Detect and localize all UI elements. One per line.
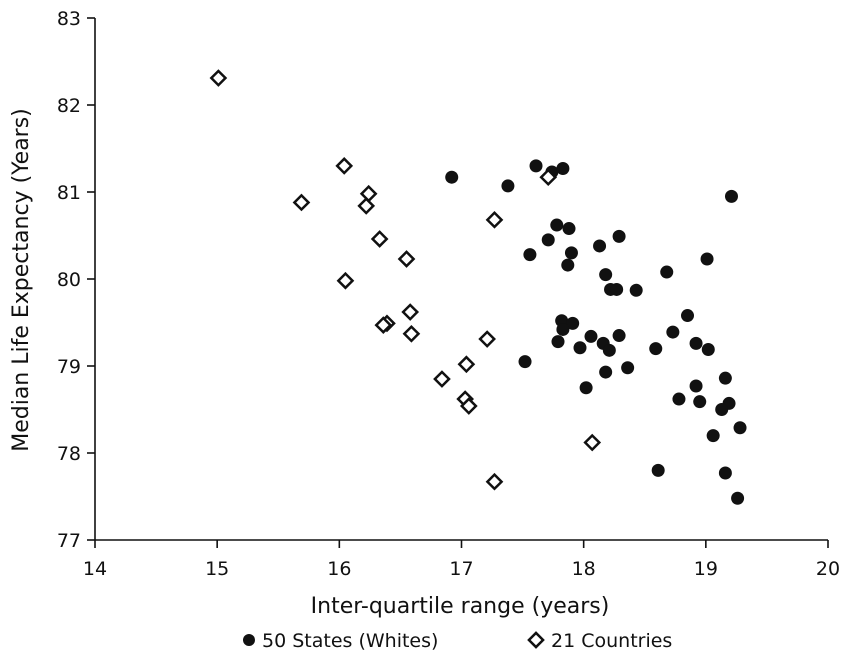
state-point [689,336,703,350]
y-tick-label: 79 [57,356,81,378]
state-point [584,329,598,343]
state-point [551,335,565,349]
x-axis-title: Inter-quartile range (years) [311,594,610,619]
state-point [599,268,613,282]
x-tick-label: 14 [83,558,107,580]
state-point [593,239,607,253]
y-tick-label: 77 [57,530,81,552]
x-tick-label: 15 [205,558,229,580]
y-axis-title: Median Life Expectancy (Years) [9,108,34,452]
state-point [561,258,575,272]
state-point [731,491,745,505]
state-point [681,309,695,323]
state-point [706,429,720,443]
state-point [556,162,570,176]
state-point [529,159,543,173]
state-point [672,392,686,406]
x-tick-label: 17 [449,558,473,580]
country-point [459,397,478,415]
state-point [612,229,626,243]
state-point [689,379,703,393]
state-point [733,421,747,435]
state-point [599,365,613,379]
state-point [501,179,515,193]
state-point [612,329,626,343]
country-point [478,330,496,348]
country-point [539,168,558,187]
state-point [556,322,570,336]
country-point [401,303,420,321]
country-point [357,197,376,215]
state-point [610,282,624,296]
state-point [518,355,532,369]
x-tick-label: 20 [816,558,840,580]
x-tick-label: 19 [694,558,718,580]
state-point [445,170,459,184]
state-point [562,222,576,236]
state-point [579,381,593,395]
x-ticks: 14 15 16 17 18 19 20 [83,540,840,580]
legend: 50 States (Whites) 21 Countries [243,630,672,652]
country-point [457,355,476,374]
state-point [541,233,555,247]
legend-marker-states [243,634,255,646]
state-point [573,341,587,355]
country-point [370,230,389,248]
state-point [718,371,732,385]
country-point [485,472,504,491]
state-point [700,252,714,266]
country-point [485,211,504,229]
state-point [564,246,578,260]
legend-label-countries: 21 Countries [551,630,672,652]
state-point [550,218,564,232]
y-tick-label: 82 [57,95,81,117]
y-ticks: 77 78 79 80 81 82 83 [57,8,95,552]
y-tick-label: 83 [57,8,81,30]
state-point [718,466,732,480]
state-point [602,343,616,357]
country-point [335,157,354,175]
state-point [523,248,537,262]
country-point [374,316,393,334]
country-point [209,69,228,87]
country-point [397,250,416,268]
state-point [724,189,738,203]
country-point [583,433,602,452]
country-point [336,271,355,290]
state-point [693,395,707,409]
country-point [292,193,311,212]
state-point [566,316,580,330]
state-point [715,403,729,416]
y-axis: 77 78 79 80 81 82 83 [57,8,96,552]
state-point [629,283,643,297]
state-point [621,361,635,375]
x-tick-label: 18 [572,558,596,580]
y-tick-label: 80 [57,269,81,291]
x-axis: 14 15 16 17 18 19 20 [83,539,840,580]
plot-points [209,69,747,505]
legend-marker-countries [527,631,545,649]
state-point [660,265,674,279]
state-point [651,463,665,477]
legend-label-states: 50 States (Whites) [262,630,438,652]
country-point [402,324,421,343]
country-point [359,184,378,203]
y-tick-label: 81 [57,182,81,204]
state-point [649,342,663,356]
state-point [666,325,680,339]
country-point [433,370,451,388]
x-tick-label: 16 [327,558,351,580]
state-point [701,342,715,356]
y-tick-label: 78 [57,443,81,465]
